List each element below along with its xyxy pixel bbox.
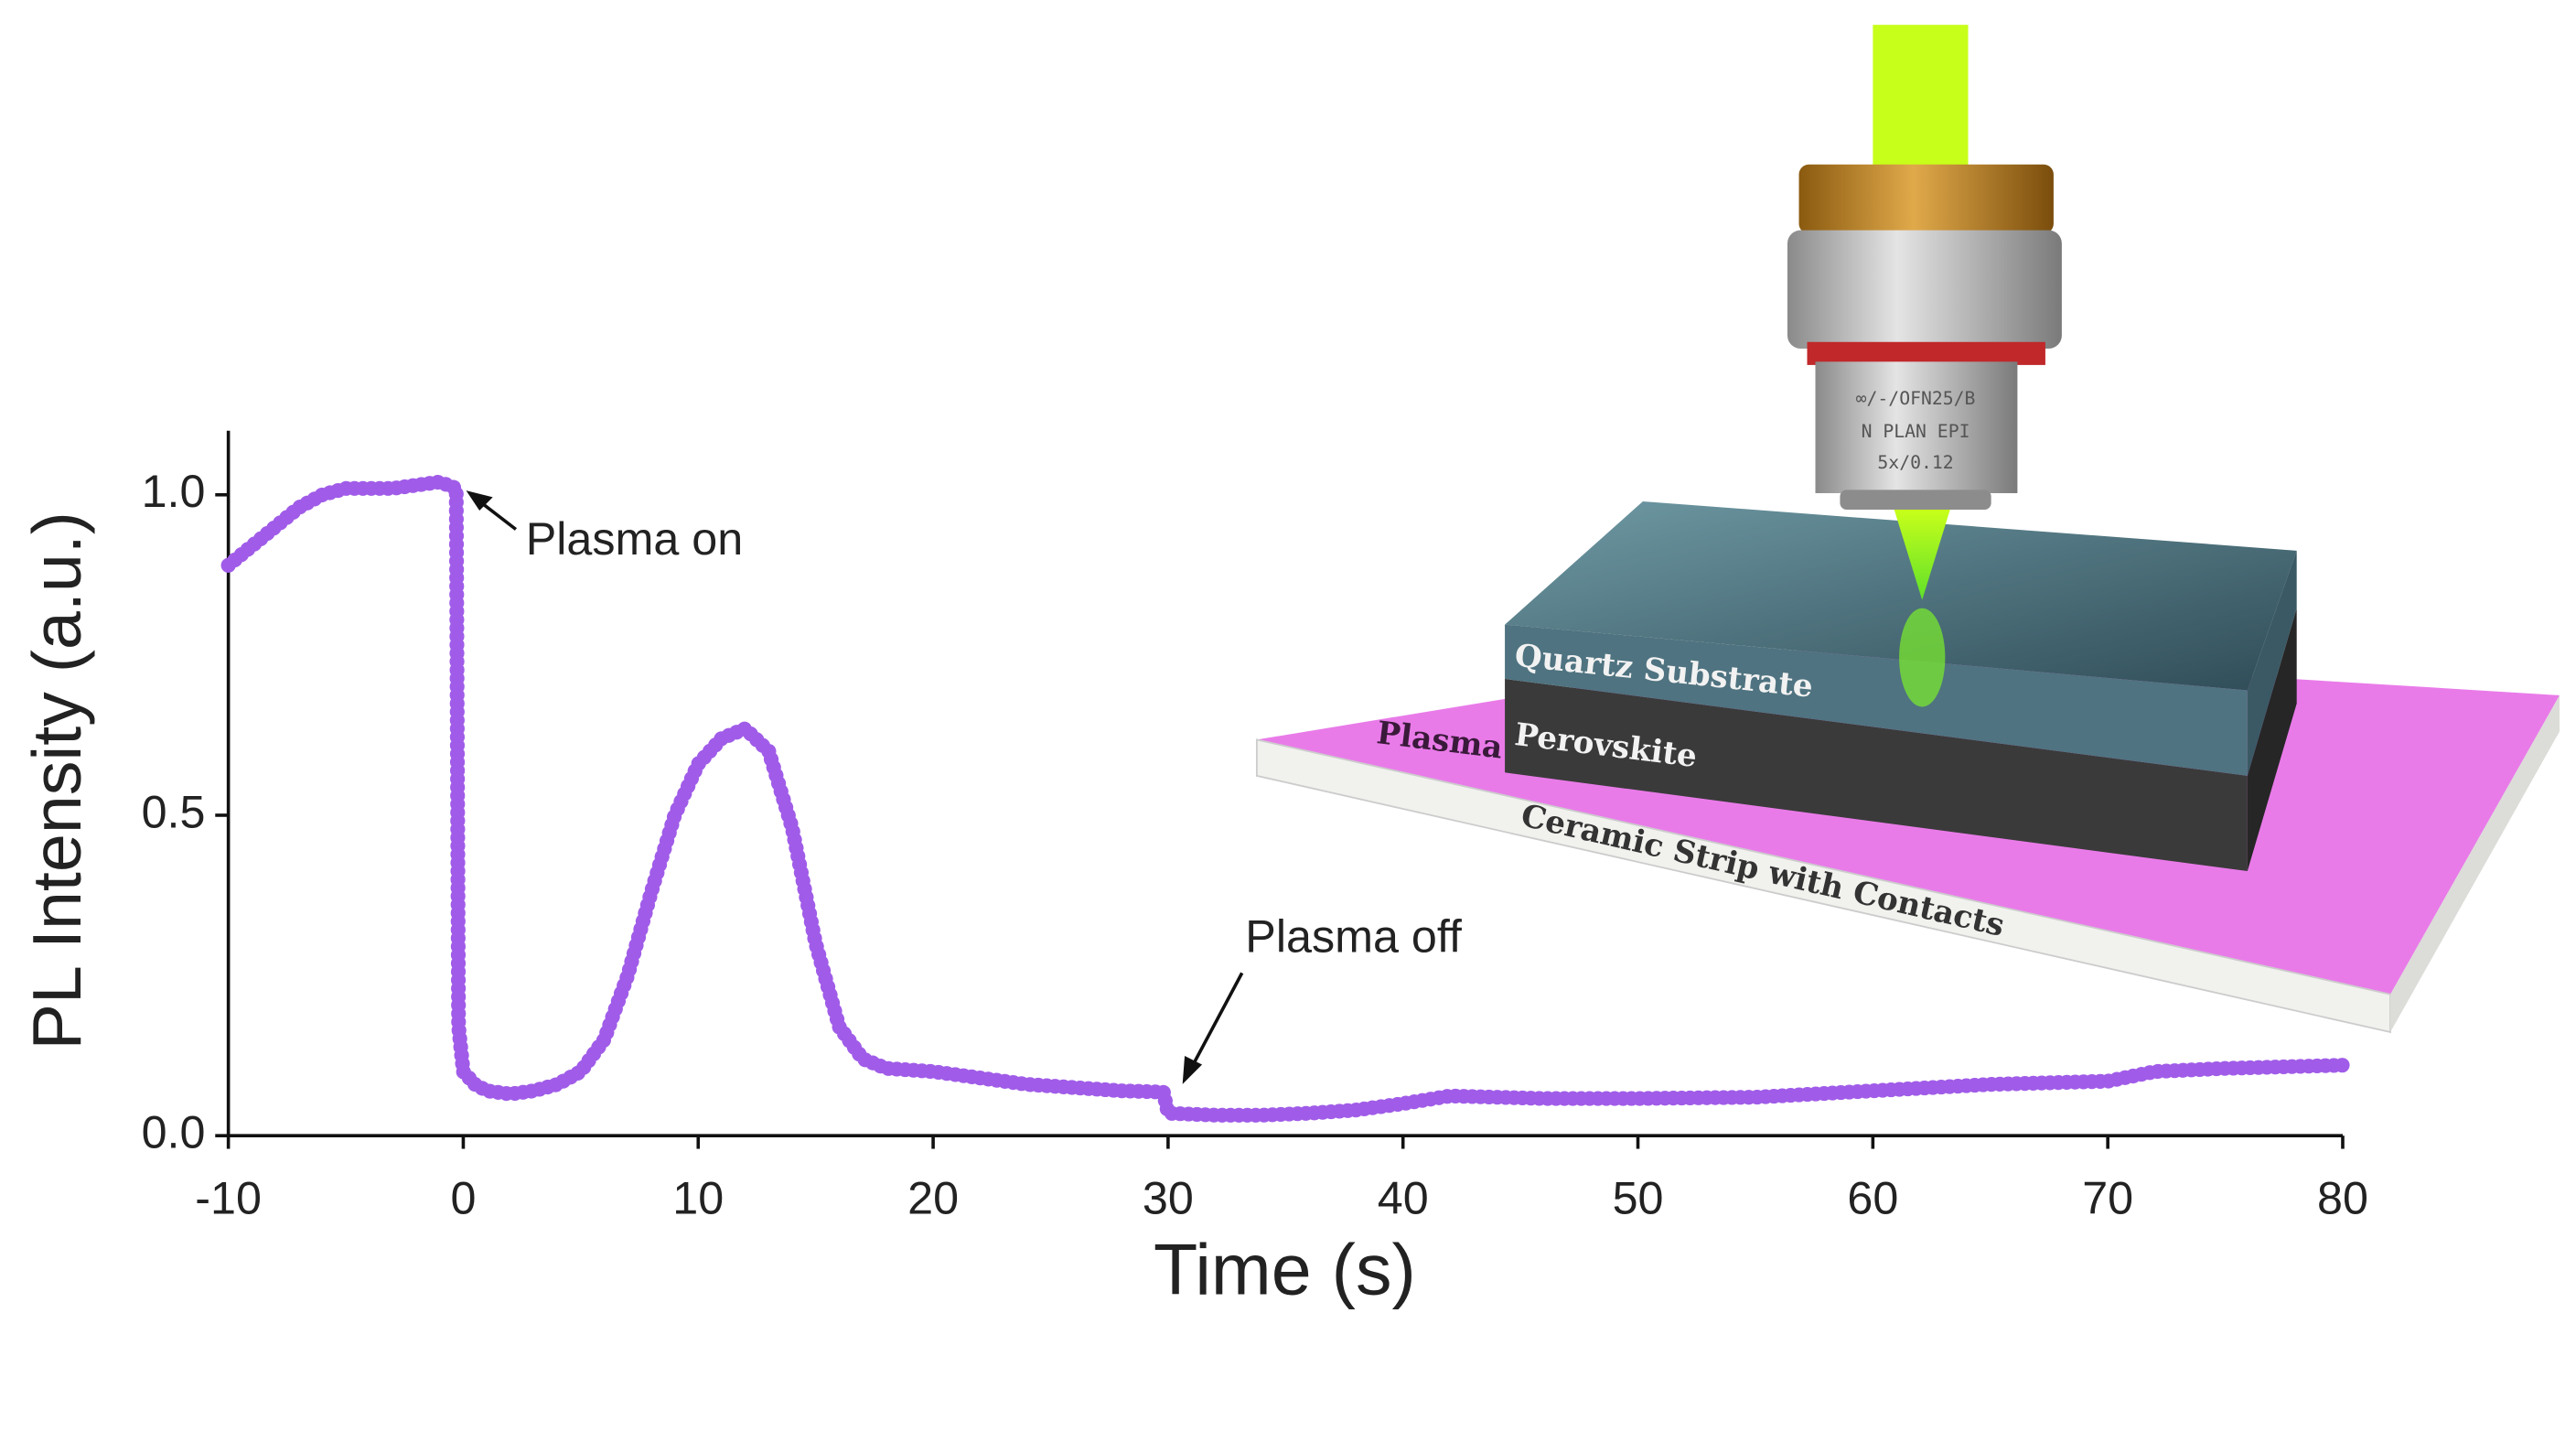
perovskite-side [2247, 608, 2297, 872]
y-tick-label: 1.0 [142, 465, 206, 517]
quartz-side [2247, 550, 2297, 776]
laser-cone [1894, 509, 1950, 600]
objective-label: N PLAN EPI [1862, 421, 1970, 442]
x-tick-label: -10 [195, 1171, 262, 1223]
objective-band [1807, 341, 2045, 365]
ceramic-side [2390, 694, 2560, 1033]
x-axis-title: Time (s) [1154, 1229, 1416, 1310]
y-axis-title: PL Intensity (a.u.) [18, 511, 95, 1049]
arrow [1187, 972, 1244, 1072]
illustration: ∞/-/OFN25/B N PLAN EPI 5x/0.12 Quartz Su… [1255, 25, 2560, 1034]
annotation-arrows [466, 490, 1244, 1084]
x-tick-label: 0 [450, 1171, 476, 1223]
x-tick-label: 70 [2082, 1171, 2133, 1223]
x-tick-label: 20 [907, 1171, 959, 1223]
objective-label: 5x/0.12 [1877, 452, 1953, 473]
annotation: Plasma off [1245, 910, 1463, 963]
x-tick-label: 10 [672, 1171, 724, 1223]
objective-body [1787, 230, 2062, 349]
data-line [220, 474, 2351, 1123]
x-tick-label: 80 [2317, 1171, 2368, 1223]
quartz-top [1505, 500, 2297, 691]
y-tick-label: 0.0 [142, 1105, 206, 1157]
arrowhead [466, 490, 493, 511]
x-tick-label: 40 [1378, 1171, 1429, 1223]
laser-spot [1899, 608, 1946, 707]
objective-lower [1815, 361, 2018, 493]
laser-beam [1873, 25, 1969, 177]
x-tick-label: 50 [1613, 1171, 1664, 1223]
quartz-front [1505, 624, 2248, 776]
perovskite-front [1505, 678, 2248, 872]
arrowhead [1182, 1055, 1203, 1084]
objective-label: ∞/-/OFN25/B [1856, 388, 1976, 409]
x-tick-label: 60 [1847, 1171, 1898, 1223]
objective-nose [1840, 490, 1991, 510]
objective-ring [1798, 164, 2054, 234]
annotation: Plasma on [526, 512, 744, 565]
x-tick-label: 30 [1143, 1171, 1194, 1223]
y-tick-label: 0.5 [142, 785, 206, 837]
